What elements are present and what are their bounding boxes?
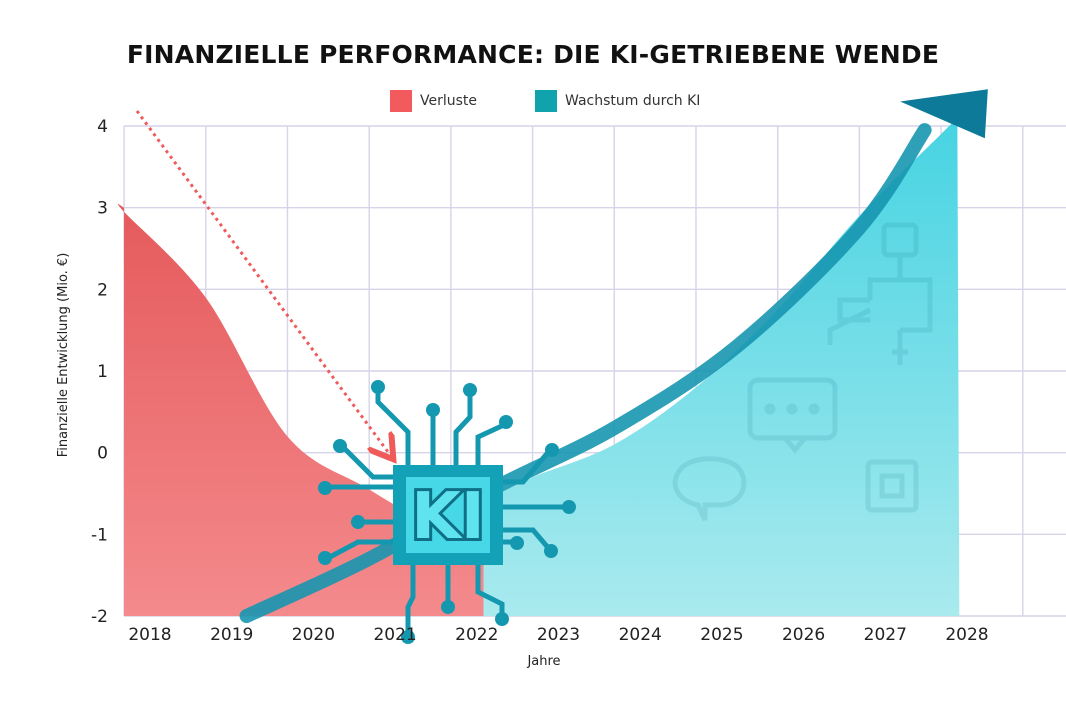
watermark-flowchart-lines [827, 255, 933, 365]
y-axis-ticks: 4 3 2 1 0 -1 -2 [91, 117, 108, 627]
x-tick-label: 2018 [128, 625, 171, 645]
watermark-chat-icon [747, 377, 838, 441]
legend: Verluste Wachstum durch KI [390, 90, 758, 112]
watermark-speech-icon [672, 456, 747, 522]
chip-trace-node [401, 630, 415, 644]
x-tick-label: 2021 [373, 625, 416, 645]
y-tick-label: -1 [91, 525, 108, 545]
chip-trace-node [495, 612, 509, 626]
x-tick-label: 2026 [782, 625, 825, 645]
chip-trace [475, 557, 505, 617]
chip-trace-node [499, 415, 513, 429]
y-tick-label: 3 [97, 199, 108, 219]
chip-trace-node [333, 439, 347, 453]
y-tick-label: 0 [97, 444, 108, 464]
chip-label: KI [411, 480, 484, 554]
y-tick-label: 1 [97, 362, 108, 382]
x-tick-label: 2027 [864, 625, 907, 645]
growth-arrow [135, 89, 988, 623]
watermark-chip-core [879, 473, 905, 499]
legend-swatch-wachstum [535, 90, 558, 112]
watermark-chat-tail [783, 436, 807, 454]
chip-trace [405, 557, 416, 634]
chip-trace [503, 448, 552, 485]
x-axis-ticks: 2018 2019 2020 2021 2022 2023 2024 2025 2026 2027… [128, 625, 988, 645]
legend-label-wachstum: Wachstum durch KI [565, 93, 701, 109]
watermark-chat-dot [764, 403, 776, 415]
watermark-chat-dot [808, 403, 820, 415]
y-tick-label: 2 [97, 280, 108, 300]
chip-trace-node [318, 481, 332, 495]
legend-label-verluste: Verluste [420, 93, 478, 109]
chart-title: FINANZIELLE PERFORMANCE: DIE KI-GETRIEBE… [126, 40, 940, 69]
watermark-chip-icon [865, 459, 919, 513]
chip-trace-node [562, 500, 576, 514]
chip-trace-node [463, 383, 477, 397]
x-tick-label: 2028 [945, 625, 988, 645]
x-tick-label: 2023 [537, 625, 580, 645]
growth-arrow-shaft [239, 123, 932, 623]
chip-inner [406, 477, 490, 553]
chip-trace [375, 387, 411, 467]
series-areas [117, 117, 960, 616]
x-tick-label: 2019 [210, 625, 253, 645]
chip-trace [475, 421, 508, 467]
chip-trace-node [318, 551, 332, 565]
chip-trace-node [426, 403, 440, 417]
x-axis-label: Jahre [526, 654, 560, 669]
chip-trace-node [441, 600, 455, 614]
legend-item-wachstum: Wachstum durch KI [535, 90, 700, 112]
chip-trace [453, 390, 473, 467]
watermark-flowchart-icon [881, 222, 919, 258]
x-tick-label: 2025 [700, 625, 743, 645]
legend-swatch-verluste [390, 90, 412, 112]
x-tick-label: 2024 [619, 625, 662, 645]
chip-trace [326, 539, 393, 561]
chip-trace-node [544, 544, 558, 558]
chip-trace [503, 527, 552, 552]
watermark-chat-dot [786, 403, 798, 415]
chip-trace [341, 445, 393, 480]
background-watermark-icons [672, 222, 933, 522]
chip-trace-node [545, 443, 559, 457]
y-tick-label: -2 [91, 607, 108, 627]
area-verluste [117, 204, 615, 616]
legend-item-verluste: Verluste [390, 90, 477, 112]
x-tick-label: 2020 [292, 625, 335, 645]
y-axis-label: Finanzielle Entwicklung (Mio. €) [56, 253, 71, 458]
dotted-pointer-arrow [135, 110, 388, 452]
x-tick-label: 2022 [455, 625, 498, 645]
y-tick-label: 4 [97, 117, 108, 137]
growth-arrow-head [900, 89, 988, 139]
chip-trace-node [351, 515, 365, 529]
chip-trace-node [371, 380, 385, 394]
chip-trace-node [510, 536, 524, 550]
ki-chip-icon: KI [318, 380, 576, 644]
